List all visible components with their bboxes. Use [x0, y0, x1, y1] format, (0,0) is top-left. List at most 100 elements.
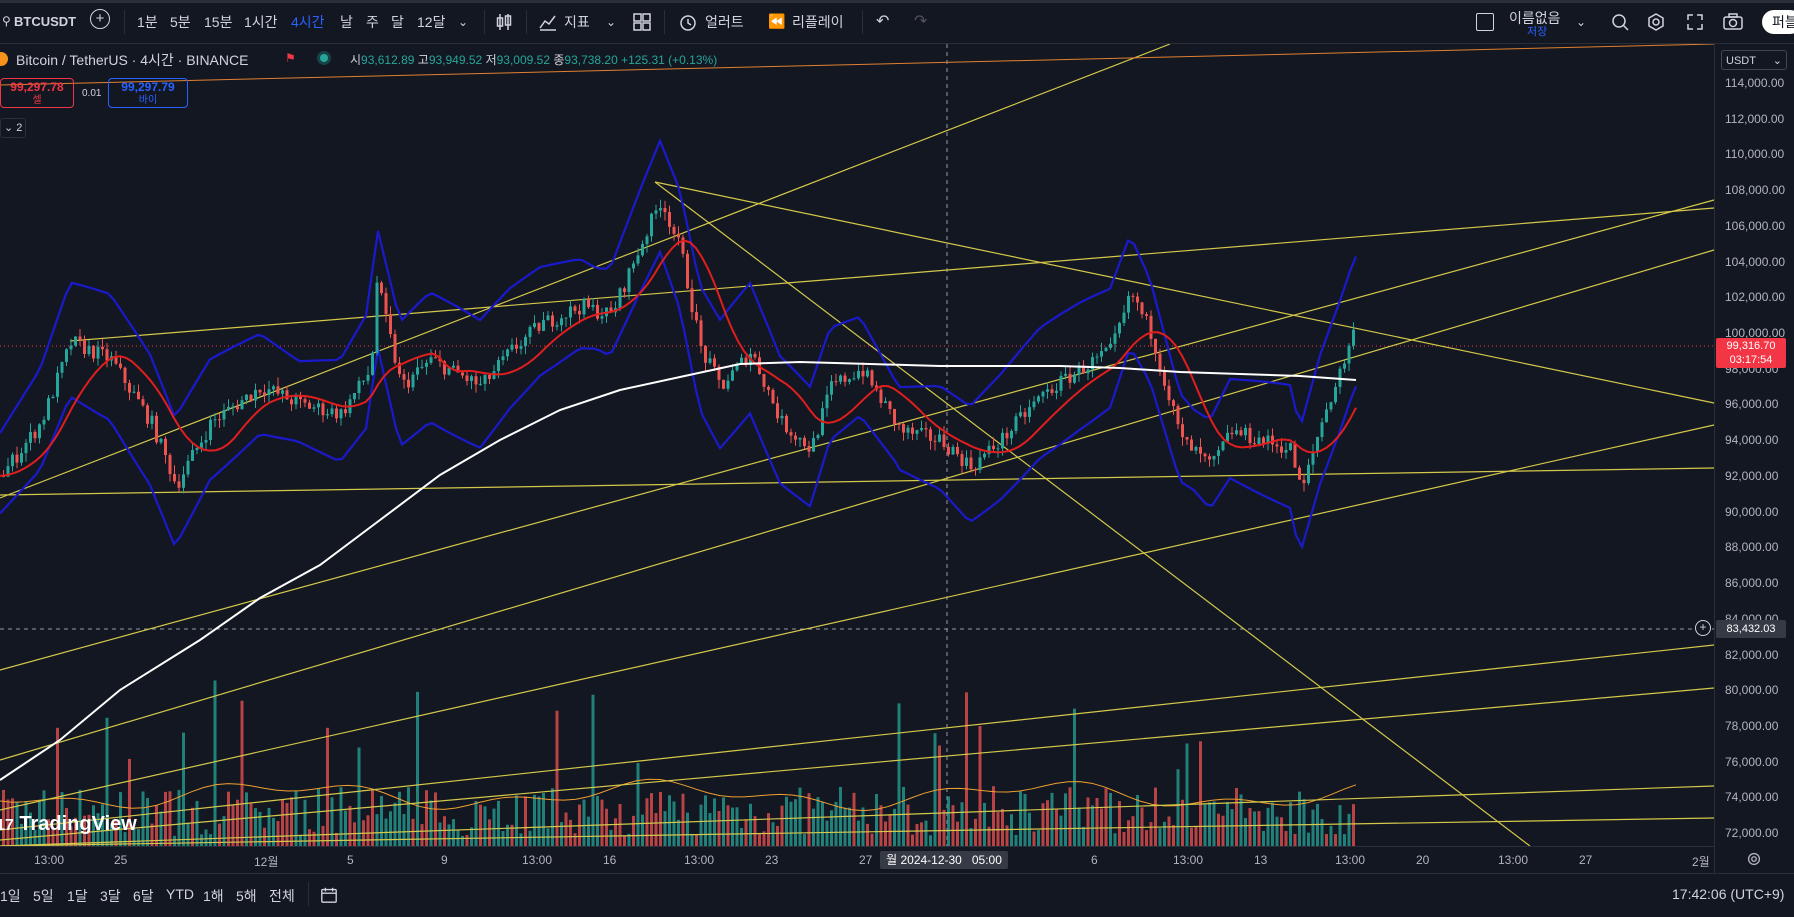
range-1y[interactable]: 1해	[203, 888, 224, 904]
volume-bar	[798, 787, 802, 846]
chart-pane[interactable]: USDT ⌄ 114,000.00 112,000.00 110,000.00 108…	[0, 44, 1794, 873]
interval-4h[interactable]: 4시간	[291, 14, 325, 30]
candle-body	[1284, 449, 1288, 453]
price-axis[interactable]: USDT ⌄ 114,000.00 112,000.00 110,000.00 108…	[1714, 44, 1794, 873]
candle-body	[236, 406, 239, 410]
candle-body	[177, 481, 181, 488]
volume-bar	[938, 745, 941, 846]
candle-body	[510, 344, 514, 350]
buy-button[interactable]: 99,297.79 바이	[108, 78, 188, 108]
volume-bar	[1131, 816, 1135, 846]
candle-body	[411, 374, 415, 388]
date-range-calendar-icon[interactable]	[320, 886, 338, 909]
candle-body	[488, 374, 491, 379]
indicators-dropdown-chevron-icon[interactable]: ⌄	[606, 15, 617, 29]
range-ytd[interactable]: YTD	[166, 886, 194, 902]
volume-bar	[992, 786, 995, 846]
volume-bar	[875, 793, 878, 846]
settings-gear-icon[interactable]	[1646, 12, 1666, 37]
interval-dropdown-chevron-icon[interactable]: ⌄	[458, 15, 469, 29]
undo-icon[interactable]: ↶	[876, 13, 890, 30]
indicator-toggle[interactable]: ⌄ 2	[0, 118, 26, 138]
time-axis[interactable]: 13:00 25 12월 5 9 13:00 16 13:00 23 27 6 13:00 13 13:0…	[0, 846, 1714, 874]
candle-body	[96, 346, 100, 359]
candle-body	[690, 288, 694, 313]
volume-bar	[1334, 834, 1337, 846]
symbol-button[interactable]: BTCUSDT	[14, 14, 77, 29]
interval-1m[interactable]: 1분	[137, 14, 158, 30]
compare-add-icon[interactable]: +	[90, 9, 110, 29]
replay-rewind-icon[interactable]: ⏪	[768, 13, 786, 29]
crosshair-add-icon[interactable]: +	[1695, 620, 1711, 636]
axis-settings-gear-icon[interactable]	[1745, 850, 1763, 873]
range-3m[interactable]: 3달	[100, 888, 121, 904]
redo-icon[interactable]: ↷	[914, 13, 928, 30]
candle-body	[1185, 437, 1189, 440]
symbol-search-icon[interactable]: ⚲	[2, 14, 11, 28]
camera-icon[interactable]	[1722, 12, 1744, 37]
volume-bar	[1248, 808, 1252, 846]
price-tick-label: 106,000.00	[1725, 218, 1786, 233]
candle-body	[938, 434, 941, 442]
interval-15m[interactable]: 15분	[204, 14, 233, 30]
tradingview-watermark[interactable]: 17 TradingView	[0, 813, 137, 836]
volume-bar	[303, 799, 307, 846]
candle-body	[1136, 296, 1139, 303]
volume-bar	[474, 801, 478, 846]
sell-button[interactable]: 99,297.78 셀	[0, 78, 74, 108]
candle-body	[929, 429, 932, 441]
candle-body	[1028, 407, 1031, 417]
indicators-icon[interactable]	[538, 12, 558, 37]
publish-button[interactable]: 퍼블	[1762, 10, 1794, 34]
layout-dropdown-chevron-icon[interactable]: ⌄	[1576, 15, 1587, 29]
volume-bar	[650, 793, 653, 846]
volume-bar	[1050, 792, 1054, 846]
interval-week[interactable]: 주	[366, 14, 379, 30]
low-value: 93,009.52	[496, 53, 550, 67]
range-all[interactable]: 전체	[269, 888, 295, 904]
candle-body	[1329, 402, 1333, 410]
candle-body	[1082, 365, 1085, 374]
range-1d[interactable]: 1일	[0, 888, 21, 904]
currency-select[interactable]: USDT ⌄	[1721, 50, 1787, 70]
volume-bar	[533, 794, 536, 846]
volume-bar	[470, 827, 473, 846]
symbol-title[interactable]: Bitcoin / TetherUS · 4시간 · BINANCE	[16, 52, 249, 68]
candle-body	[677, 233, 680, 238]
alarm-clock-icon[interactable]	[678, 12, 698, 37]
flag-icon[interactable]: ⚑	[285, 51, 296, 65]
volume-bar	[731, 807, 734, 846]
range-1m[interactable]: 1달	[67, 888, 88, 904]
volume-bar	[182, 732, 185, 846]
volume-bar	[1347, 813, 1351, 846]
checkbox-icon[interactable]	[1476, 13, 1494, 31]
indicators-button[interactable]: 지표	[564, 14, 590, 30]
candle-type-icon[interactable]	[494, 12, 514, 37]
range-5y[interactable]: 5해	[236, 888, 257, 904]
price-tick-label: 76,000.00	[1725, 754, 1779, 769]
range-5d[interactable]: 5일	[33, 888, 54, 904]
candle-body	[1091, 357, 1094, 370]
range-6m[interactable]: 6달	[133, 888, 154, 904]
layout-templates-icon[interactable]	[632, 12, 652, 37]
alert-button[interactable]: 얼러트	[705, 14, 744, 30]
clock-timezone[interactable]: 17:42:06 (UTC+9)	[1672, 886, 1785, 902]
replay-button[interactable]: 리플레이	[792, 14, 844, 30]
layout-name[interactable]: 이름없음	[1509, 10, 1561, 26]
fullscreen-icon[interactable]	[1685, 12, 1705, 37]
price-chart[interactable]	[0, 44, 1794, 873]
interval-5m[interactable]: 5분	[170, 14, 191, 30]
candle-body	[1334, 386, 1337, 403]
interval-day[interactable]: 날	[340, 14, 353, 30]
quick-search-icon[interactable]	[1610, 12, 1630, 37]
candle-body	[263, 392, 266, 396]
crosshair-price-tag: 83,432.03	[1716, 620, 1786, 638]
bollinger-lower-band	[0, 249, 1358, 550]
candle-body	[42, 419, 46, 425]
interval-month[interactable]: 달	[391, 14, 404, 30]
candle-body	[74, 336, 77, 346]
time-tick-label: 13:00	[684, 853, 715, 867]
trendline	[0, 44, 1171, 499]
interval-1h[interactable]: 1시간	[244, 14, 278, 30]
interval-12month[interactable]: 12달	[417, 14, 446, 30]
